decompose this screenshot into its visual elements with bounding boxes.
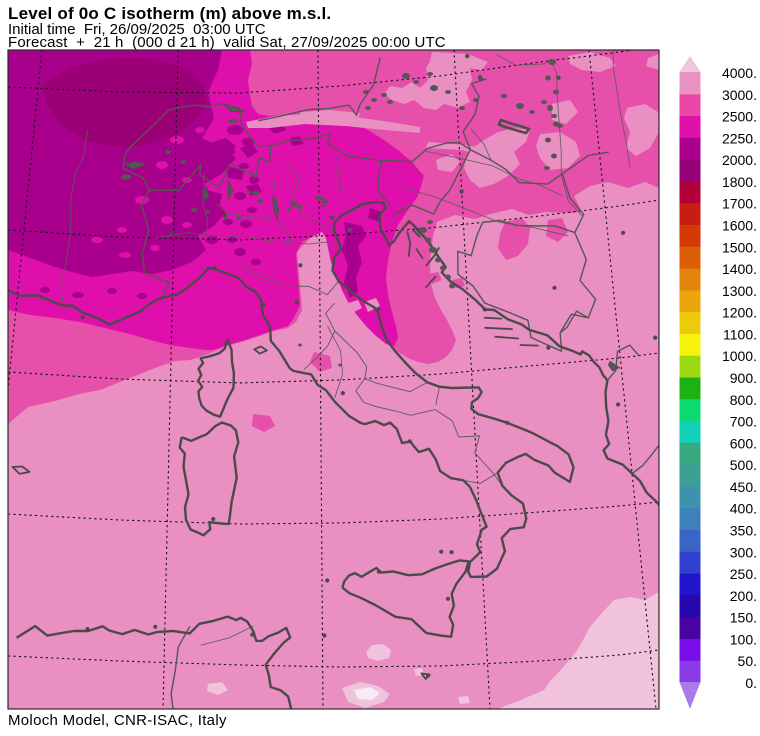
- svg-text:1300.: 1300.: [722, 283, 757, 299]
- svg-text:1500.: 1500.: [722, 239, 757, 255]
- svg-text:300.: 300.: [730, 544, 757, 560]
- svg-text:0.: 0.: [745, 675, 757, 691]
- svg-text:700.: 700.: [730, 414, 757, 430]
- svg-text:450.: 450.: [730, 479, 757, 495]
- svg-text:1600.: 1600.: [722, 218, 757, 234]
- svg-text:1100.: 1100.: [723, 326, 757, 342]
- svg-text:50.: 50.: [738, 653, 757, 669]
- svg-text:600.: 600.: [730, 435, 757, 451]
- svg-text:2250.: 2250.: [722, 130, 757, 146]
- svg-text:3000.: 3000.: [722, 87, 757, 103]
- svg-text:900.: 900.: [730, 370, 757, 386]
- svg-text:400.: 400.: [730, 501, 757, 517]
- svg-text:200.: 200.: [730, 588, 757, 604]
- svg-text:2000.: 2000.: [722, 152, 757, 168]
- svg-text:1800.: 1800.: [722, 174, 757, 190]
- svg-text:800.: 800.: [730, 392, 757, 408]
- svg-text:1000.: 1000.: [722, 348, 757, 364]
- svg-text:2500.: 2500.: [722, 109, 757, 125]
- svg-text:100.: 100.: [730, 631, 757, 647]
- svg-text:500.: 500.: [730, 457, 757, 473]
- svg-text:1200.: 1200.: [722, 305, 757, 321]
- svg-text:250.: 250.: [730, 566, 757, 582]
- svg-text:Level of 0o C isotherm (m) abo: Level of 0o C isotherm (m) above m.s.l.: [8, 4, 331, 23]
- svg-text:1400.: 1400.: [722, 261, 757, 277]
- svg-text:150.: 150.: [730, 610, 757, 626]
- svg-text:4000.: 4000.: [722, 65, 757, 81]
- svg-text:1700.: 1700.: [722, 196, 757, 212]
- svg-text:Moloch Model, CNR-ISAC, Italy: Moloch Model, CNR-ISAC, Italy: [8, 712, 227, 729]
- svg-text:Forecast + 21 h (000 d 21 h: Forecast + 21 h (000 d 21 h) valid Sat, …: [8, 34, 446, 51]
- svg-text:350.: 350.: [730, 523, 757, 539]
- svg-text:Initial time Fri, 26/09/2025: Initial time Fri, 26/09/2025 03:00 UTC: [8, 21, 266, 38]
